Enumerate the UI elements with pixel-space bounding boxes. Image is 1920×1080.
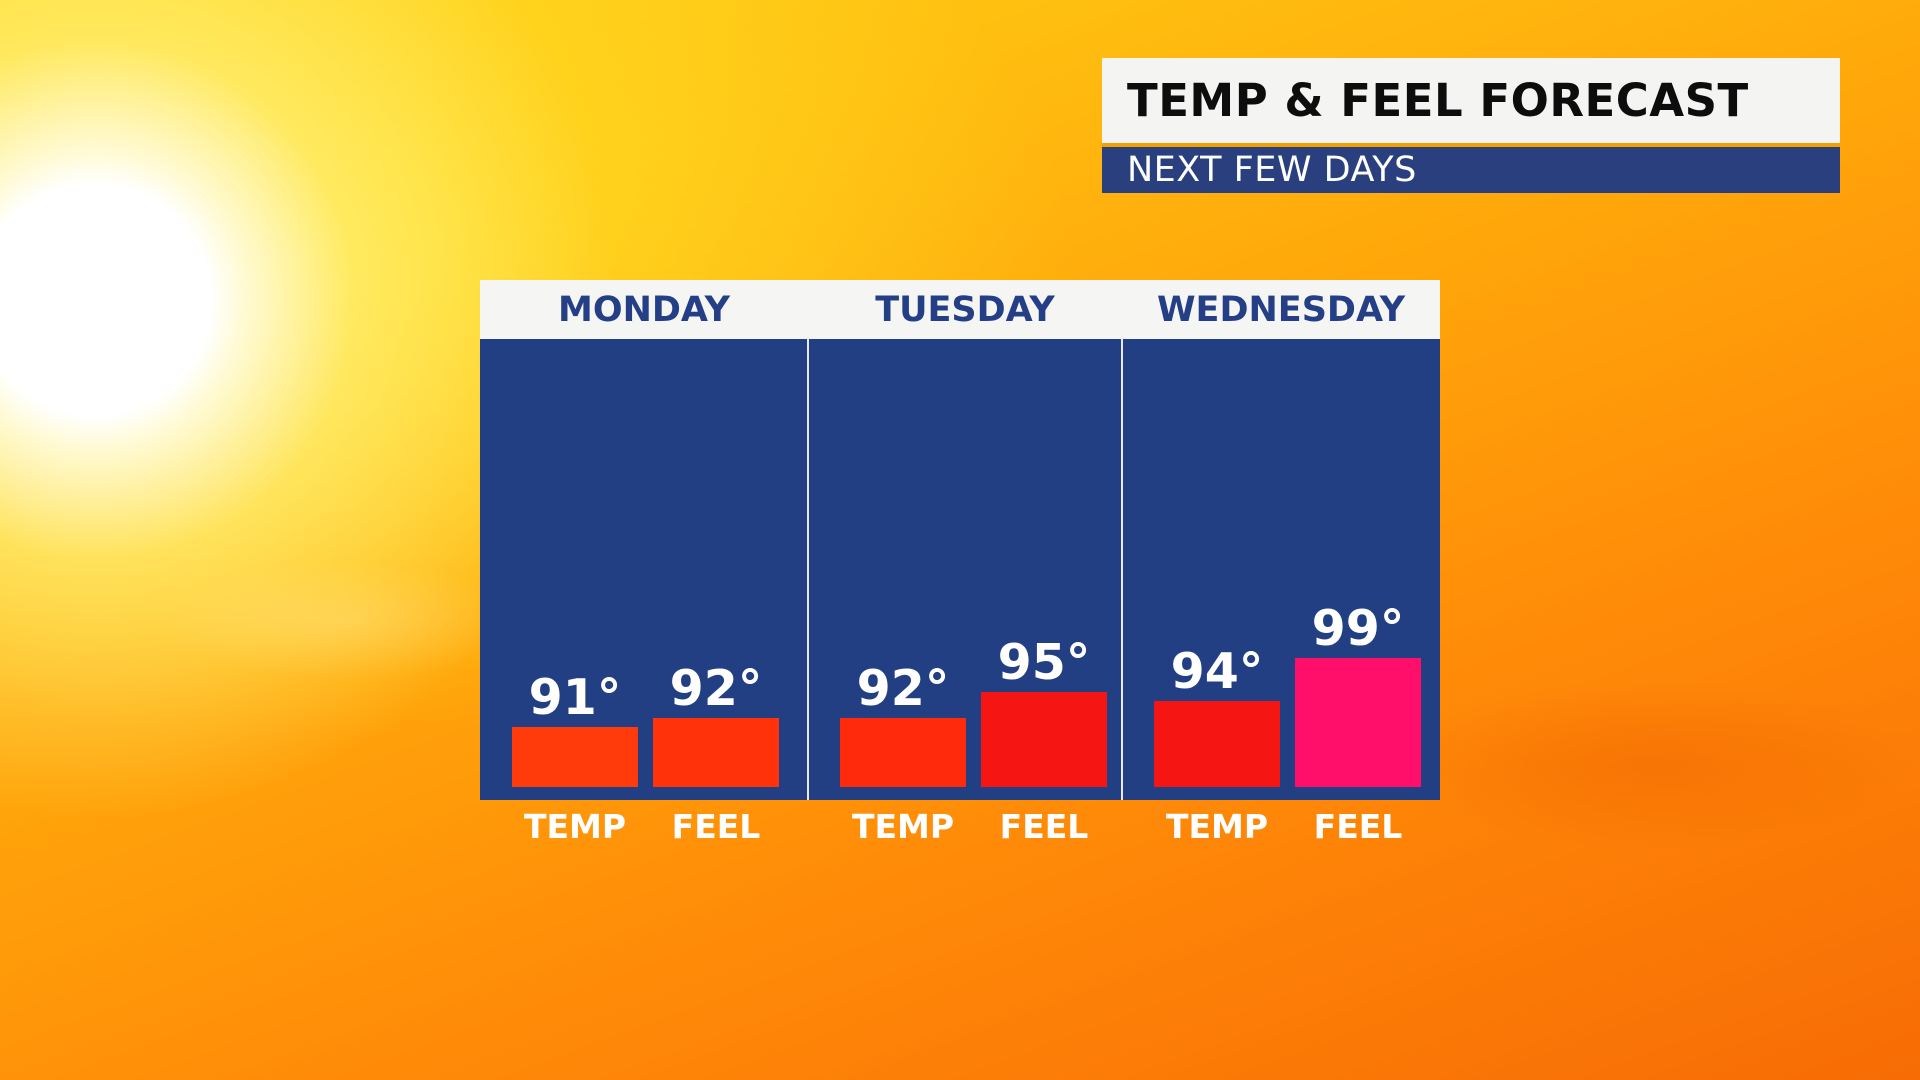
column-divider xyxy=(807,339,809,800)
monday-feel-category-label: FEEL xyxy=(671,807,761,846)
day-label-monday: MONDAY xyxy=(557,289,730,330)
wednesday-temp-value-label: 94° xyxy=(1170,643,1264,700)
tuesday-temp-bar xyxy=(840,718,966,787)
chart-subtitle: NEXT FEW DAYS xyxy=(1127,150,1417,190)
plot-area: 91° TEMP 92° FEEL 92° TEMP 95° FEEL 94° TEMP 99° FE… xyxy=(480,339,1440,843)
day-label-tuesday: TUESDAY xyxy=(875,289,1055,330)
title-underline xyxy=(1102,143,1840,147)
tuesday-temp-category-label: TEMP xyxy=(851,807,955,846)
wednesday-temp-category-label: TEMP xyxy=(1165,807,1269,846)
monday-temp-category-label: TEMP xyxy=(523,807,627,846)
forecast-chart: MONDAY TUESDAY WEDNESDAY 91° TEMP 92° FEEL 92°… xyxy=(480,280,1440,843)
tuesday-feel-bar xyxy=(981,692,1107,787)
title-box: TEMP & FEEL FORECAST xyxy=(1102,58,1840,143)
wednesday-feel-category-label: FEEL xyxy=(1313,807,1403,846)
wednesday-feel-bar xyxy=(1295,658,1421,787)
monday-feel-value-label: 92° xyxy=(669,660,763,718)
tuesday-feel-category-label: FEEL xyxy=(999,807,1089,846)
column-divider xyxy=(1121,339,1123,800)
tuesday-temp-value-label: 92° xyxy=(856,660,950,718)
wednesday-feel-value-label: 99° xyxy=(1311,600,1405,657)
subtitle-box: NEXT FEW DAYS xyxy=(1102,147,1840,193)
chart-title: TEMP & FEEL FORECAST xyxy=(1127,74,1749,127)
background-haze xyxy=(150,560,530,680)
day-label-wednesday: WEDNESDAY xyxy=(1156,289,1406,330)
wednesday-temp-bar xyxy=(1154,701,1280,787)
background-cloud xyxy=(1380,680,1920,850)
monday-temp-bar xyxy=(512,726,638,787)
monday-temp-value-label: 91° xyxy=(528,668,622,726)
tuesday-feel-value-label: 95° xyxy=(997,634,1091,692)
day-header-row: MONDAY TUESDAY WEDNESDAY xyxy=(480,280,1440,339)
monday-feel-bar xyxy=(653,718,779,787)
